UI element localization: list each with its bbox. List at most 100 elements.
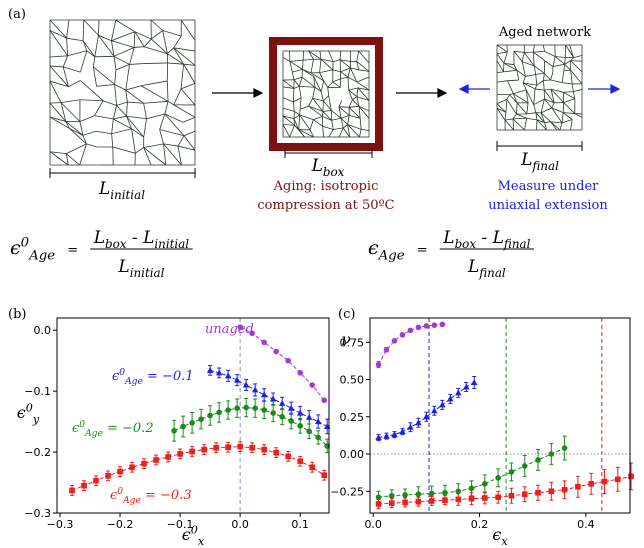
network-strand: [183, 130, 196, 137]
marker: [402, 499, 408, 506]
length-label: Linitial: [98, 179, 145, 202]
network-strand: [356, 87, 359, 97]
math-part: x: [198, 535, 205, 548]
network-strand: [562, 102, 565, 113]
network-strand: [512, 117, 527, 120]
label: Measure under: [498, 179, 600, 194]
network-strand: [513, 93, 529, 104]
marker: [306, 428, 312, 435]
network-strand: [131, 128, 136, 154]
marker: [278, 399, 286, 406]
math-part: L: [467, 257, 479, 277]
series-line: [378, 382, 475, 439]
math-part: y: [32, 413, 40, 426]
network-strand: [564, 57, 566, 65]
marker: [279, 413, 285, 420]
network-strand: [503, 62, 518, 71]
math-part: box: [455, 237, 477, 251]
network-strand: [535, 112, 538, 120]
network-strand: [298, 77, 303, 87]
network-strand: [563, 112, 575, 114]
network-strand: [516, 113, 527, 119]
network-strand: [570, 57, 574, 61]
marker: [189, 420, 195, 426]
network-strand: [49, 151, 69, 166]
network-strand: [116, 105, 127, 117]
network-strand: [525, 74, 536, 77]
network-strand: [561, 112, 564, 123]
network-strand: [536, 119, 545, 123]
network-strand: [162, 30, 168, 54]
network-strand: [63, 66, 81, 73]
marker: [297, 370, 303, 376]
network-strand: [308, 105, 324, 112]
network-strand: [49, 116, 70, 129]
network-strand: [125, 85, 142, 91]
network-strand: [79, 99, 104, 102]
network-strand: [356, 96, 360, 107]
network-strand: [113, 47, 135, 57]
math-part: L: [142, 228, 154, 248]
network-strand: [320, 91, 324, 101]
network-strand: [551, 107, 564, 113]
network-strand: [563, 102, 576, 114]
network-strand: [342, 127, 351, 138]
network-strand: [111, 31, 135, 42]
network-strand: [164, 101, 169, 115]
marker: [388, 500, 395, 506]
network-strand: [293, 118, 300, 130]
network-strand: [299, 86, 315, 88]
network-strand: [496, 80, 508, 83]
network-strand: [67, 50, 87, 57]
network-strand: [49, 80, 62, 103]
math-part: ν: [341, 330, 351, 349]
network-strand: [143, 62, 168, 64]
network-strand: [319, 69, 333, 74]
marker: [482, 481, 488, 487]
marker: [383, 346, 390, 353]
network-strand: [282, 107, 295, 112]
network-strand: [86, 143, 98, 148]
network-strand: [328, 50, 334, 62]
series-line: [239, 326, 325, 401]
label: (b): [8, 307, 26, 322]
network-strand: [102, 100, 117, 106]
network-strand: [79, 143, 87, 166]
network-strand: [536, 119, 547, 131]
network-strand: [322, 110, 332, 112]
network-strand: [92, 56, 96, 67]
chart-1: 0.0 0.2 0.4 −0.25 0.00 0.25 0.50 0.75 ϵx ν: [330, 317, 634, 548]
math-part: Age: [124, 377, 143, 387]
network-strand: [143, 103, 147, 119]
y-tick-label: −0.25: [330, 485, 364, 498]
math-part: 0: [117, 487, 123, 497]
network-strand: [535, 112, 545, 123]
network-strand: [309, 119, 314, 130]
network-strand: [331, 110, 342, 119]
math-part: ϵ: [368, 237, 379, 259]
math-part: box: [323, 165, 345, 179]
network-strand: [352, 96, 358, 101]
network-strand: [573, 54, 583, 59]
network-strand: [173, 88, 182, 106]
y-tick-label: −0.2: [24, 446, 51, 459]
network-strand: [113, 115, 127, 120]
network-strand: [347, 76, 357, 83]
network-strand: [95, 130, 112, 135]
network-strand: [327, 87, 330, 96]
network-strand: [313, 119, 323, 127]
network-strand: [535, 72, 545, 75]
network-strand: [96, 84, 115, 87]
network-strand: [302, 60, 304, 70]
marker: [189, 448, 195, 455]
network-strand: [134, 31, 145, 47]
network-strand: [289, 61, 303, 70]
network-strand: [570, 70, 583, 85]
length-label: Lfinal: [520, 150, 559, 173]
network-strand: [83, 19, 99, 36]
network-strand: [331, 120, 334, 130]
math-part: ϵ: [17, 403, 26, 422]
marker: [428, 498, 435, 504]
marker: [495, 475, 501, 481]
